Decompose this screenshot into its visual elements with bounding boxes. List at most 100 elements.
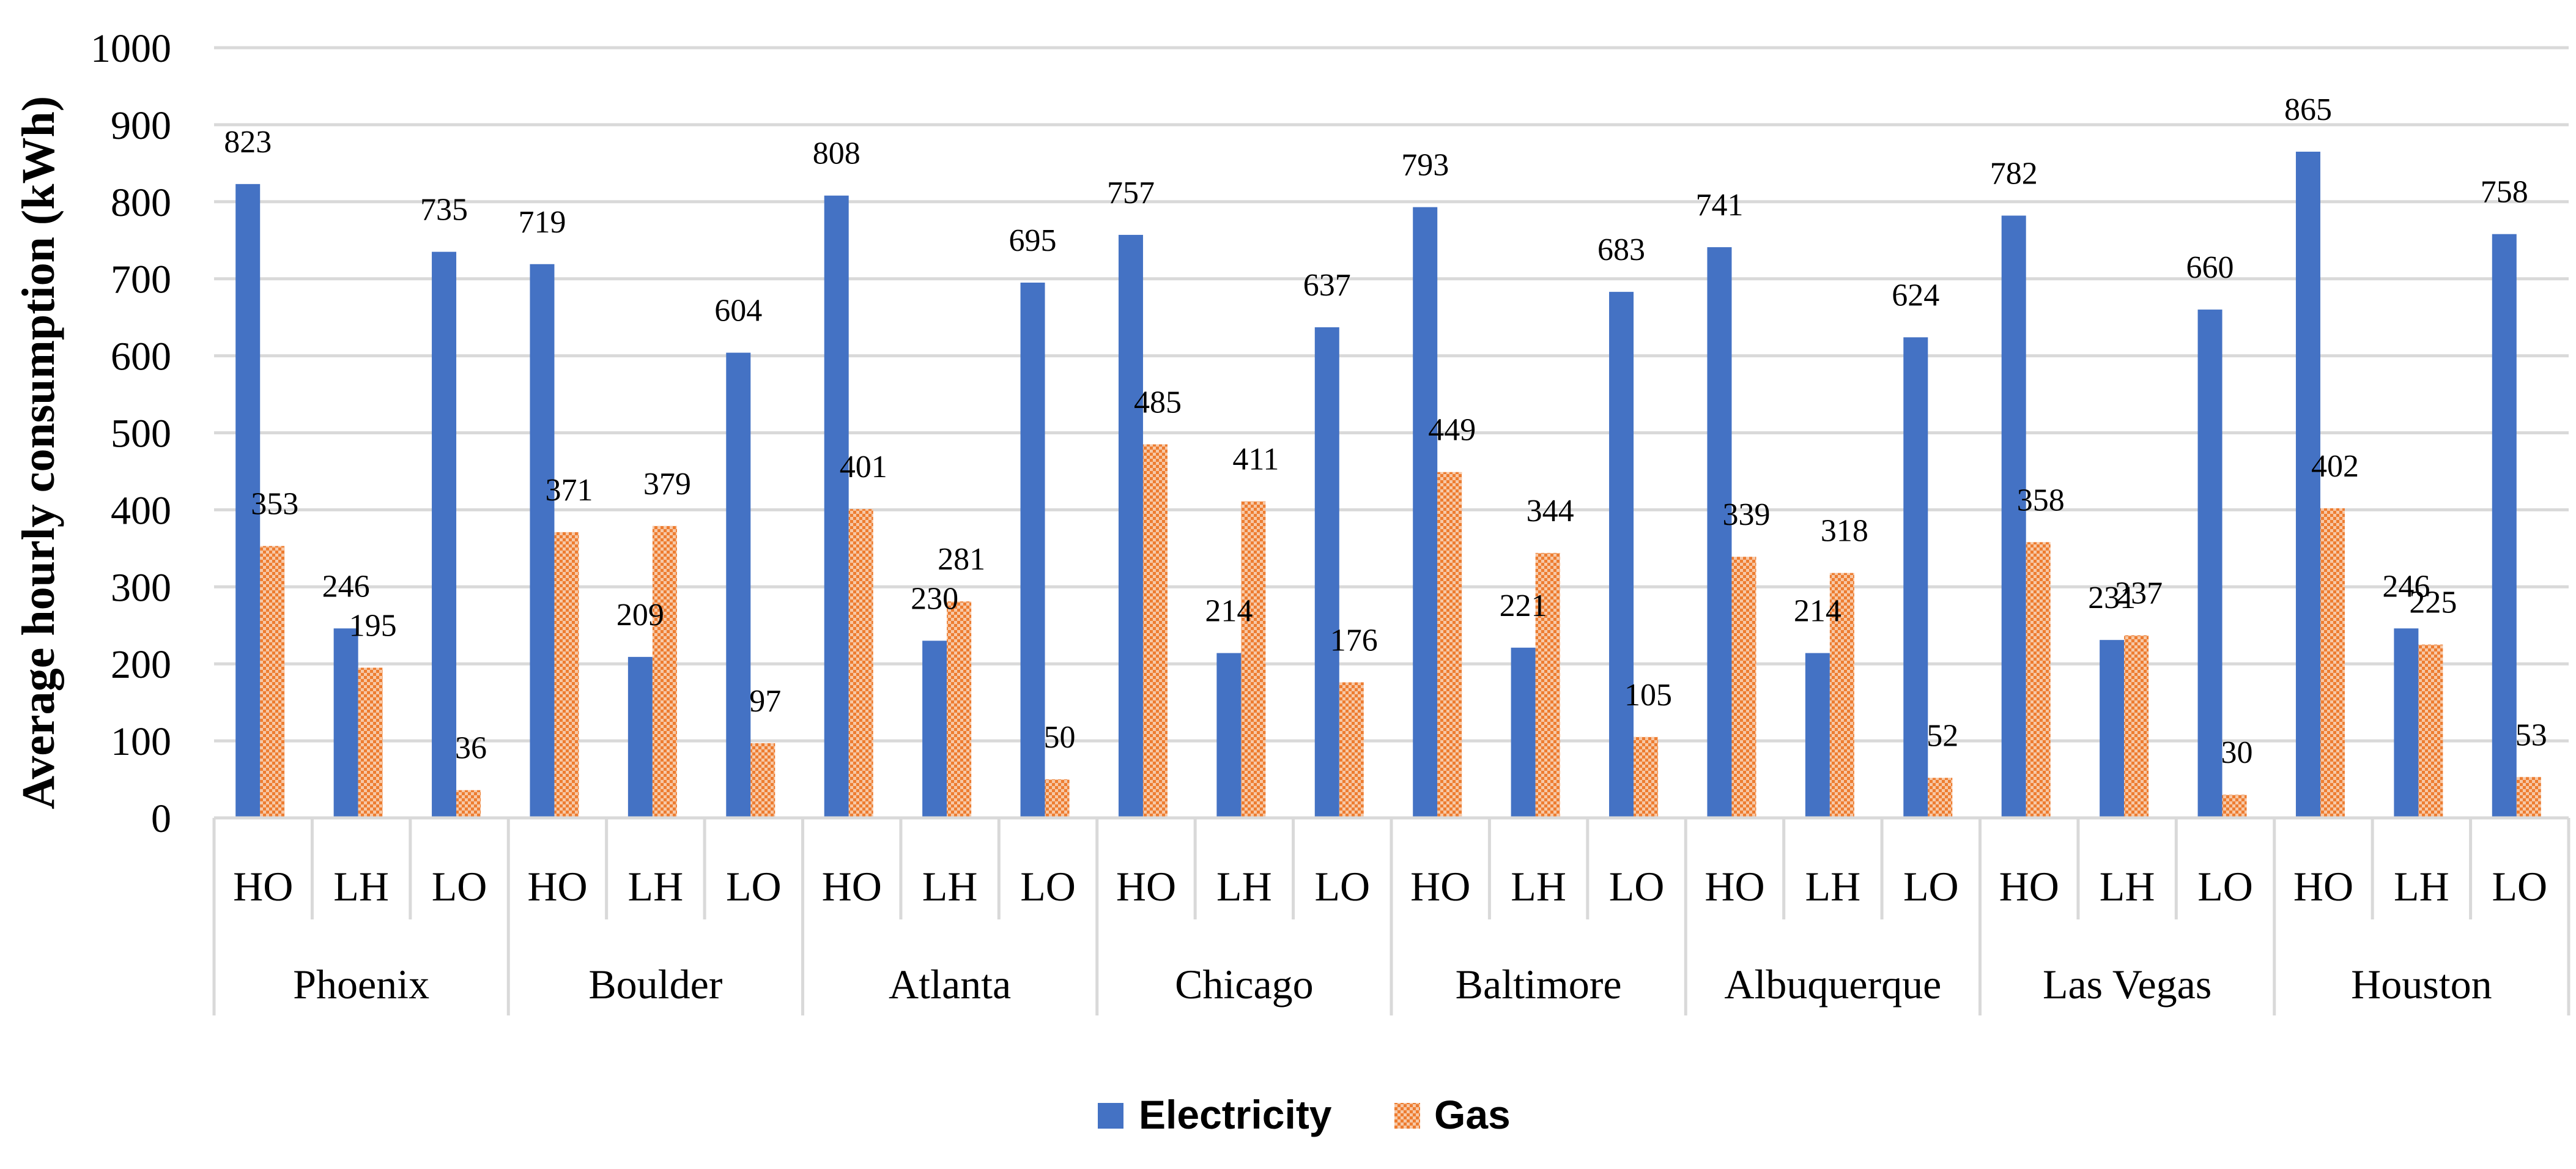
gas-bar — [1731, 557, 1756, 818]
electricity-data-label: 637 — [1303, 268, 1351, 303]
legend-swatch-gas — [1394, 1103, 1420, 1129]
x-tick-label: LO — [1314, 863, 1370, 910]
x-tick-label: LH — [333, 863, 389, 910]
gas-bar — [1535, 552, 1560, 818]
electricity-data-label: 246 — [322, 569, 370, 604]
x-axis: HO LH LO HO LH LO HO LH LO HO LH LO HO LH LO HO LH LO HO LH… — [212, 816, 2570, 1015]
city-label: Phoenix — [293, 961, 429, 1008]
x-tick-label: LO — [1020, 863, 1076, 910]
city-label: Boulder — [588, 961, 722, 1008]
y-tick-label: 0 — [151, 796, 171, 841]
electricity-bar — [2100, 640, 2125, 818]
x-tick-label: HO — [1704, 863, 1764, 910]
gas-data-label: 36 — [455, 731, 487, 766]
y-tick-label: 600 — [111, 335, 171, 379]
x-tick-label: HO — [822, 863, 882, 910]
y-tick-label: 700 — [111, 258, 171, 302]
gas-bar — [750, 743, 775, 818]
y-tick-label: 400 — [111, 488, 171, 533]
electricity-data-label: 758 — [2481, 175, 2528, 210]
y-axis-tick-labels: 0 100 200 300 400 500 600 700 800 900 1000 — [91, 26, 171, 841]
electricity-data-label: 209 — [616, 598, 664, 633]
gas-data-label: 52 — [1926, 719, 1958, 754]
x-tick-label: HO — [233, 863, 293, 910]
y-tick-label: 500 — [111, 412, 171, 456]
x-tick-label: LH — [1216, 863, 1272, 910]
city-label: Atlanta — [889, 961, 1011, 1008]
gas-data-label: 176 — [1330, 623, 1378, 658]
electricity-data-label: 214 — [1205, 594, 1253, 629]
x-tick-label: LH — [628, 863, 684, 910]
electricity-bar — [2197, 310, 2223, 818]
electricity-bar — [726, 352, 751, 818]
gas-bar — [1634, 737, 1659, 818]
gas-data-label: 411 — [1232, 442, 1279, 477]
gas-bar — [1437, 472, 1462, 818]
electricity-bar — [1511, 647, 1536, 818]
gas-bar — [1339, 682, 1364, 818]
y-tick-label: 100 — [111, 719, 171, 764]
electricity-bar — [1903, 337, 1928, 818]
city-label: Las Vegas — [2043, 961, 2211, 1008]
gas-bar — [947, 601, 972, 818]
legend-label-gas: Gas — [1434, 1092, 1511, 1137]
gas-data-label: 225 — [2409, 585, 2457, 620]
gas-bar — [456, 790, 481, 818]
city-label: Baltimore — [1456, 961, 1622, 1008]
electricity-bar — [2001, 215, 2026, 818]
electricity-data-label: 719 — [518, 205, 566, 240]
gas-bar — [2026, 542, 2051, 818]
city-label: Chicago — [1175, 961, 1314, 1008]
electricity-bar — [1413, 207, 1438, 818]
gas-bar — [1241, 501, 1266, 818]
electricity-data-label: 782 — [1990, 156, 2038, 191]
gas-bar — [2418, 644, 2443, 818]
gas-bar — [1928, 777, 1953, 818]
electricity-bar — [2295, 151, 2320, 818]
gas-data-label: 353 — [251, 487, 298, 522]
electricity-data-label: 221 — [1500, 588, 1547, 623]
gas-data-label: 358 — [2017, 483, 2065, 518]
gas-data-label: 50 — [1044, 720, 1076, 755]
y-tick-label: 300 — [111, 565, 171, 610]
gas-data-label: 318 — [1821, 514, 1868, 549]
electricity-data-label: 624 — [1892, 278, 1939, 313]
x-tick-label: LO — [726, 863, 782, 910]
electricity-bar — [2492, 234, 2517, 818]
gas-bar — [260, 546, 285, 818]
electricity-data-label: 231 — [2088, 581, 2136, 615]
electricity-bar — [1609, 292, 1634, 818]
electricity-data-label: 865 — [2284, 92, 2332, 127]
gas-bar — [2222, 795, 2247, 818]
x-tick-label: LO — [2197, 863, 2253, 910]
x-tick-label: LH — [1805, 863, 1861, 910]
gas-data-label: 97 — [749, 684, 781, 719]
x-tick-label: HO — [527, 863, 587, 910]
electricity-data-label: 695 — [1009, 223, 1057, 258]
electricity-bar — [1216, 653, 1242, 818]
gas-data-label: 402 — [2311, 449, 2359, 484]
x-tick-label: LO — [1609, 863, 1665, 910]
electricity-data-label: 757 — [1107, 176, 1155, 210]
electricity-data-label: 246 — [2382, 569, 2430, 604]
gas-data-label: 339 — [1722, 497, 1770, 532]
gas-data-label: 105 — [1624, 678, 1672, 713]
legend-label-electricity: Electricity — [1139, 1092, 1332, 1137]
x-tick-label: HO — [1410, 863, 1470, 910]
gas-data-label: 379 — [643, 467, 691, 502]
city-label: Houston — [2351, 961, 2492, 1008]
y-tick-label: 800 — [111, 180, 171, 225]
gas-data-label: 195 — [349, 608, 397, 643]
electricity-bar — [1020, 282, 1045, 818]
electricity-data-label: 735 — [420, 193, 468, 228]
gas-bar — [1142, 444, 1168, 818]
gas-bar — [1829, 573, 1854, 818]
electricity-data-label: 741 — [1695, 188, 1743, 223]
x-tick-label: HO — [2293, 863, 2353, 910]
electricity-bar — [1118, 234, 1143, 818]
electricity-bar — [235, 184, 261, 818]
electricity-data-label: 604 — [714, 294, 762, 328]
city-label: Albuquerque — [1724, 961, 1941, 1008]
x-tick-label: LO — [432, 863, 487, 910]
